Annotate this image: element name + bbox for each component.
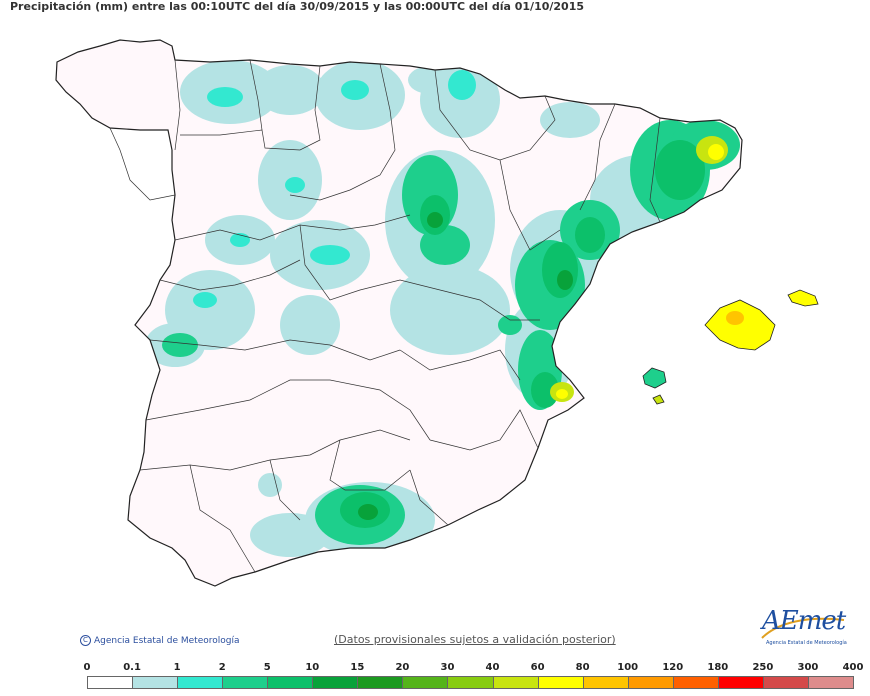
legend-color-cell — [177, 676, 224, 689]
precipitation-map — [55, 39, 819, 587]
legend-color-cell — [672, 676, 719, 689]
legend-color-cell — [222, 676, 269, 689]
aemet-logo: AEmet Agencia Estatal de Meteorología — [758, 606, 848, 650]
legend-color-cell — [582, 676, 629, 689]
copyright-text: Agencia Estatal de Meteorología — [94, 636, 240, 646]
precipitation-fields — [145, 60, 740, 558]
logo-name: AEmet — [762, 606, 846, 636]
legend-color-cell — [627, 676, 674, 689]
legend-tick: 100 — [617, 662, 639, 673]
legend-tick: 0.1 — [123, 662, 141, 673]
logo-swoosh-icon — [761, 617, 845, 639]
legend-color-cell — [267, 676, 314, 689]
legend-color-cell — [492, 676, 539, 689]
legend-tick: 1 — [173, 662, 181, 673]
balearic-islands — [642, 289, 819, 405]
legend-color-cell — [87, 676, 134, 689]
legend-color-cell — [537, 676, 584, 689]
legend-tick: 120 — [662, 662, 684, 673]
legend-tick: 20 — [395, 662, 410, 673]
legend-tick: 60 — [530, 662, 545, 673]
copyright-notice: C Agencia Estatal de Meteorología — [80, 635, 240, 646]
legend-tick: 10 — [305, 662, 320, 673]
legend-tick: 5 — [263, 662, 271, 673]
legend-tick: 2 — [218, 662, 226, 673]
legend-tick: 40 — [485, 662, 500, 673]
legend-tick: 300 — [797, 662, 819, 673]
legend-color-cell — [132, 676, 179, 689]
legend-tick: 400 — [842, 662, 864, 673]
legend-color-cell — [312, 676, 359, 689]
disclaimer-text: (Datos provisionales sujetos a validació… — [334, 633, 616, 646]
legend-color-cell — [807, 676, 854, 689]
copyright-icon: C — [80, 635, 91, 646]
legend-tick: 15 — [350, 662, 365, 673]
legend-tick: 0 — [83, 662, 91, 673]
legend-color-cell — [447, 676, 494, 689]
coastline — [55, 39, 743, 587]
legend-tick: 250 — [752, 662, 774, 673]
legend-tick: 180 — [707, 662, 729, 673]
legend-tick: 30 — [440, 662, 455, 673]
province-boundaries — [109, 59, 661, 573]
legend-color-cell — [402, 676, 449, 689]
logo-subtitle: Agencia Estatal de Meteorología — [766, 640, 847, 646]
legend-tick: 80 — [575, 662, 590, 673]
legend-color-cell — [357, 676, 404, 689]
legend-color-cell — [762, 676, 809, 689]
legend-color-cell — [717, 676, 764, 689]
map-title: Precipitación (mm) entre las 00:10UTC de… — [10, 0, 585, 13]
